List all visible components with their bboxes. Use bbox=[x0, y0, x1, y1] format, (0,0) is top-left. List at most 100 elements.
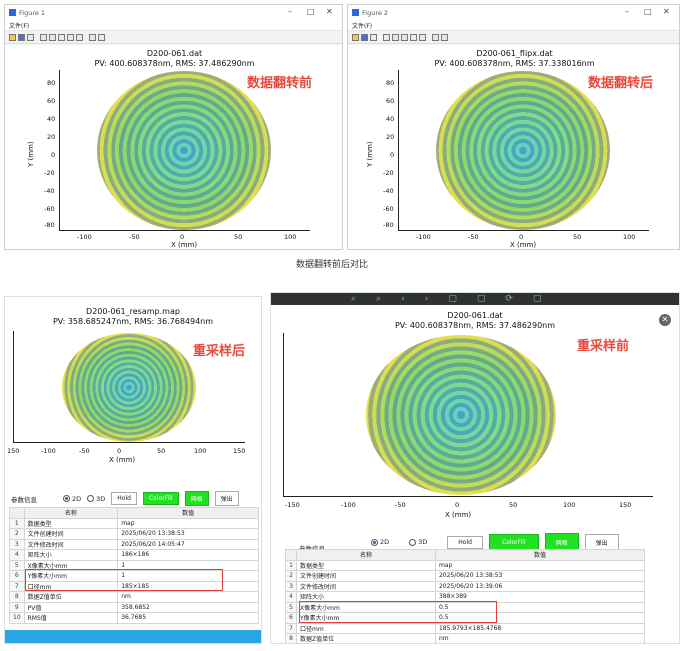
rotate-icon[interactable] bbox=[67, 33, 74, 41]
row-value: map bbox=[117, 517, 259, 529]
zoom-icon[interactable]: ⌕ bbox=[351, 294, 357, 304]
row-index: 5 bbox=[9, 559, 25, 571]
prev-icon[interactable]: ‹ bbox=[401, 294, 405, 304]
y-tick: 80 bbox=[47, 79, 56, 87]
colorbar-icon[interactable] bbox=[432, 33, 439, 41]
row-value: map bbox=[434, 559, 646, 571]
x-tick: 150 bbox=[7, 447, 20, 455]
row-index: 9 bbox=[9, 601, 25, 613]
figure2-xlabel: X (mm) bbox=[510, 241, 537, 249]
table-row[interactable]: 1 数据类型 map bbox=[9, 517, 259, 529]
table-row[interactable]: 3 文件修改时间 2025/06/20 13:39:06 bbox=[285, 580, 646, 592]
datacursor-icon[interactable] bbox=[76, 33, 83, 41]
original-plot-subtitle: PV: 400.608378nm, RMS: 37.486290nm bbox=[394, 321, 556, 330]
x-tick: -150 bbox=[285, 501, 300, 509]
zoom-out-icon[interactable] bbox=[392, 33, 399, 41]
figure1-toolbar bbox=[5, 31, 342, 44]
hold-button[interactable]: Hold bbox=[111, 492, 137, 505]
row-name: 文件修改时间 bbox=[23, 538, 119, 550]
save-icon[interactable] bbox=[361, 33, 368, 41]
table-row[interactable]: 9 PV值 358.6852 bbox=[9, 601, 259, 613]
save-icon[interactable] bbox=[18, 33, 25, 41]
radio-2d[interactable]: 2D bbox=[371, 538, 389, 546]
zoom-in-icon[interactable] bbox=[40, 33, 47, 41]
original-annotation: 重采样前 bbox=[577, 339, 630, 354]
radio-3d-indicator[interactable] bbox=[87, 495, 95, 502]
radio-2d[interactable]: 2D bbox=[63, 495, 81, 503]
radio-2d-indicator[interactable] bbox=[63, 495, 70, 502]
radio-3d[interactable]: 3D bbox=[409, 538, 427, 546]
print-icon[interactable] bbox=[370, 33, 377, 41]
y-tick: 20 bbox=[386, 133, 395, 141]
export-button[interactable]: 弹出 bbox=[584, 533, 619, 551]
hold-button[interactable]: Hold bbox=[447, 535, 483, 549]
close-icon[interactable]: ✕ bbox=[663, 7, 670, 16]
row-name: 口径mm bbox=[296, 622, 436, 634]
resampled-controls: 参数信息 2D 3D Hold ColorFill 网格 弹出 bbox=[11, 491, 239, 506]
figure1-plot-title: D200-061.dat bbox=[146, 49, 203, 58]
x-tick: -50 bbox=[395, 501, 406, 509]
table-row[interactable]: 3 文件修改时间 2025/06/20 14:05:47 bbox=[9, 538, 259, 550]
maximize-icon[interactable]: □ bbox=[644, 7, 652, 16]
figure2-axes bbox=[398, 70, 649, 231]
print-icon[interactable] bbox=[27, 33, 34, 41]
row-value: 186×186 bbox=[117, 549, 259, 561]
pan-icon[interactable] bbox=[58, 33, 65, 41]
close-circle-icon[interactable]: ✕ bbox=[659, 314, 671, 326]
colorfill-button[interactable]: ColorFill bbox=[488, 533, 539, 551]
row-index: 4 bbox=[285, 591, 297, 603]
open-icon[interactable] bbox=[9, 33, 16, 41]
rotate-icon[interactable] bbox=[410, 33, 417, 41]
table-row[interactable]: 4 矩阵大小 186×186 bbox=[9, 549, 259, 561]
crop-icon[interactable]: ▢ bbox=[476, 294, 486, 304]
radio-2d-label: 2D bbox=[380, 538, 390, 546]
grid-button[interactable]: 网格 bbox=[184, 491, 209, 506]
row-name: 数据类型 bbox=[296, 559, 436, 571]
row-index: 2 bbox=[285, 570, 297, 582]
colorfill-button[interactable]: ColorFill bbox=[142, 492, 179, 505]
table-row[interactable]: 10 RMS值 36.7685 bbox=[9, 612, 259, 624]
table-row[interactable]: 8 数据Z值单位 nm bbox=[9, 591, 259, 603]
resampled-surface-map bbox=[62, 333, 196, 442]
more-icon[interactable]: ▢ bbox=[532, 294, 542, 304]
close-icon[interactable]: ✕ bbox=[326, 7, 333, 16]
file-menu[interactable]: 文件(F) bbox=[352, 22, 373, 30]
legend-icon[interactable] bbox=[441, 33, 448, 41]
minimize-icon[interactable]: – bbox=[625, 7, 629, 16]
next-icon[interactable]: › bbox=[424, 294, 429, 304]
maximize-icon[interactable]: □ bbox=[307, 7, 315, 16]
table-row[interactable]: 7 口径mm 185.9793×185.4768 bbox=[285, 622, 646, 634]
open-icon[interactable] bbox=[352, 33, 359, 41]
table-row[interactable]: 8 数据Z值单位 nm bbox=[285, 633, 646, 643]
row-value: 358.6852 bbox=[117, 601, 259, 613]
figure2-ylabel: Y (mm) bbox=[366, 141, 374, 167]
minimize-icon[interactable]: – bbox=[288, 7, 292, 16]
pan-icon[interactable] bbox=[401, 33, 408, 41]
resampled-table-body: 1 数据类型 map 2 文件创建时间 2025/06/20 13:38:53 3 文件修改时… bbox=[9, 517, 259, 624]
colorbar-icon[interactable] bbox=[89, 33, 96, 41]
table-row[interactable]: 1 数据类型 map bbox=[285, 559, 646, 571]
file-menu[interactable]: 文件(F) bbox=[9, 22, 30, 30]
copy-icon[interactable]: ▢ bbox=[448, 294, 457, 304]
rotate-icon[interactable]: ⟳ bbox=[505, 294, 513, 304]
legend-icon[interactable] bbox=[98, 33, 105, 41]
figure-icon bbox=[352, 9, 359, 16]
original-pixel-size-highlight bbox=[299, 601, 497, 623]
table-row[interactable]: 2 文件创建时间 2025/06/20 13:38:53 bbox=[285, 570, 646, 582]
radio-3d-indicator[interactable] bbox=[409, 538, 417, 546]
radio-2d-indicator[interactable] bbox=[371, 538, 378, 546]
resampled-panel: D200-061_resamp.map PV: 358.685247nm, RM… bbox=[4, 296, 262, 644]
table-row[interactable]: 2 文件创建时间 2025/06/20 13:38:53 bbox=[9, 528, 259, 540]
search-icon[interactable]: ⌕ bbox=[376, 294, 382, 304]
x-tick: -50 bbox=[129, 233, 140, 241]
x-tick: 50 bbox=[157, 447, 166, 455]
figure1-annotation: 数据翻转前 bbox=[247, 76, 313, 91]
x-tick: 0 bbox=[117, 447, 122, 455]
zoom-out-icon[interactable] bbox=[49, 33, 56, 41]
zoom-in-icon[interactable] bbox=[383, 33, 390, 41]
export-button[interactable]: 弹出 bbox=[214, 491, 239, 506]
row-index: 5 bbox=[285, 601, 297, 613]
datacursor-icon[interactable] bbox=[419, 33, 426, 41]
original-xlabel: X (mm) bbox=[445, 511, 472, 519]
radio-3d[interactable]: 3D bbox=[87, 495, 105, 503]
